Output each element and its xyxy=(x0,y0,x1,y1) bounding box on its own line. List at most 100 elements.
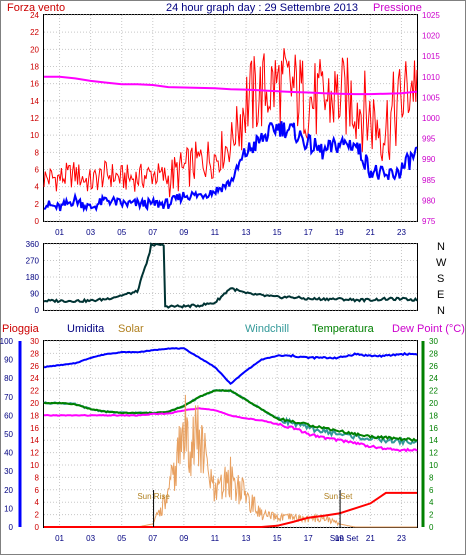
pressure-tick-label: 1000 xyxy=(422,114,440,123)
temperature-tick-label: 18 xyxy=(429,411,438,420)
wind-tick-label: 22 xyxy=(30,28,39,37)
weather-x-tick-label: 03 xyxy=(86,534,95,543)
pioggia-tick-label: 12 xyxy=(30,449,39,458)
pioggia-tick-label: 6 xyxy=(35,486,40,495)
umidita-tick-label: 10 xyxy=(4,504,13,513)
wind-x-tick-label: 21 xyxy=(366,228,375,237)
wind-x-tick-label: 19 xyxy=(335,228,344,237)
umidita-tick-label: 100 xyxy=(0,337,14,346)
sunset-label: Sun Set xyxy=(324,492,353,501)
weather-x-tick-label: 23 xyxy=(397,534,406,543)
umidita-line xyxy=(43,347,418,386)
pioggia-tick-label: 2 xyxy=(35,511,40,520)
pioggia-tick-label: 16 xyxy=(30,424,39,433)
pressure-tick-label: 975 xyxy=(422,217,436,226)
wind-x-tick-label: 09 xyxy=(179,228,188,237)
temperature-tick-label: 22 xyxy=(429,387,438,396)
umidita-tick-label: 40 xyxy=(4,449,13,458)
wind-x-tick-label: 15 xyxy=(273,228,282,237)
wind-gust-line xyxy=(43,48,418,198)
wind-tick-label: 20 xyxy=(30,45,39,54)
temperature-tick-label: 8 xyxy=(429,473,434,482)
temperature-tick-label: 14 xyxy=(429,436,438,445)
pressure-tick-label: 1015 xyxy=(422,52,440,61)
weather-x-tick-label: 15 xyxy=(273,534,282,543)
temperature-tick-label: 4 xyxy=(429,498,434,507)
chart-marks: 0246810121416182022249759809859909951000… xyxy=(0,11,440,543)
weather-x-tick-label: 19 xyxy=(335,534,344,543)
wind-axis-title: Forza vento xyxy=(7,2,65,14)
wind-speed-line xyxy=(43,121,418,213)
wind-x-tick-label: 07 xyxy=(148,228,157,237)
pioggia-tick-label: 4 xyxy=(35,498,40,507)
pressure-tick-label: 985 xyxy=(422,176,436,185)
temperature-tick-label: 20 xyxy=(429,399,438,408)
pressure-tick-label: 1005 xyxy=(422,93,440,102)
temperature-tick-label: 12 xyxy=(429,449,438,458)
umidita-tick-label: 90 xyxy=(4,356,13,365)
temperature-tick-label: 26 xyxy=(429,362,438,371)
wind-tick-label: 18 xyxy=(30,63,39,72)
temperature-tick-label: 28 xyxy=(429,349,438,358)
wind-tick-label: 0 xyxy=(35,217,40,226)
dew-point-line xyxy=(44,407,418,453)
weather-x-tick-label: 13 xyxy=(242,534,251,543)
pioggia-tick-label: 26 xyxy=(30,362,39,371)
temperature-tick-label: 24 xyxy=(429,374,438,383)
pioggia-label: Pioggia xyxy=(2,323,40,335)
temperature-tick-label: 6 xyxy=(429,486,434,495)
direction-tick-label: 180 xyxy=(26,273,40,282)
weather-x-tick-label: 17 xyxy=(304,534,313,543)
umidita-tick-label: 70 xyxy=(4,393,13,402)
wind-tick-label: 14 xyxy=(30,97,39,106)
weather-x-tick-label: 01 xyxy=(55,534,64,543)
pioggia-tick-label: 30 xyxy=(30,337,39,346)
umidita-tick-label: 50 xyxy=(4,430,13,439)
pressure-line xyxy=(44,75,418,96)
temperature-tick-label: 30 xyxy=(429,337,438,346)
umidita-tick-label: 20 xyxy=(4,486,13,495)
solar-label: Solar xyxy=(118,323,144,335)
direction-tick-label: 0 xyxy=(35,306,40,315)
weather-x-tick-label: 11 xyxy=(211,534,220,543)
pioggia-line xyxy=(44,491,417,528)
temperatura-line xyxy=(43,389,418,442)
pioggia-tick-label: 0 xyxy=(35,523,40,532)
umidita-tick-label: 30 xyxy=(4,467,13,476)
umidita-tick-label: 0 xyxy=(9,523,14,532)
pioggia-tick-label: 10 xyxy=(30,461,39,470)
temperatura-label: Temperatura xyxy=(312,323,375,335)
pressure-axis-title: Pressione xyxy=(373,2,422,14)
wind-x-tick-label: 03 xyxy=(86,228,95,237)
pioggia-tick-label: 22 xyxy=(30,387,39,396)
wind-tick-label: 2 xyxy=(35,200,40,209)
wind-tick-label: 10 xyxy=(30,131,39,140)
compass-n-bottom: N xyxy=(437,305,445,317)
direction-tick-label: 360 xyxy=(26,240,40,249)
compass-n-top: N xyxy=(437,241,445,253)
windchill-label: Windchill xyxy=(245,323,289,335)
wind-tick-label: 24 xyxy=(30,11,39,20)
umidita-label: Umidita xyxy=(67,323,105,335)
pioggia-tick-label: 18 xyxy=(30,411,39,420)
weather-x-tick-label: 05 xyxy=(117,534,126,543)
temperature-tick-label: 2 xyxy=(429,511,434,520)
wind-x-tick-label: 23 xyxy=(397,228,406,237)
pioggia-tick-label: 8 xyxy=(35,473,40,482)
wind-x-tick-label: 01 xyxy=(55,228,64,237)
compass-w: W xyxy=(436,257,447,269)
sunrise-label: Sun Rise xyxy=(137,492,170,501)
compass-s: S xyxy=(437,273,444,285)
wind-tick-label: 6 xyxy=(35,166,40,175)
temperature-tick-label: 16 xyxy=(429,424,438,433)
direction-tick-label: 270 xyxy=(26,257,40,266)
wind-tick-label: 8 xyxy=(35,148,40,157)
temperature-tick-label: 10 xyxy=(429,461,438,470)
pressure-tick-label: 980 xyxy=(422,196,436,205)
pressure-tick-label: 995 xyxy=(422,135,436,144)
wind-x-tick-label: 11 xyxy=(211,228,220,237)
temperature-tick-label: 0 xyxy=(429,523,434,532)
compass-e: E xyxy=(437,289,444,301)
pioggia-tick-label: 24 xyxy=(30,374,39,383)
